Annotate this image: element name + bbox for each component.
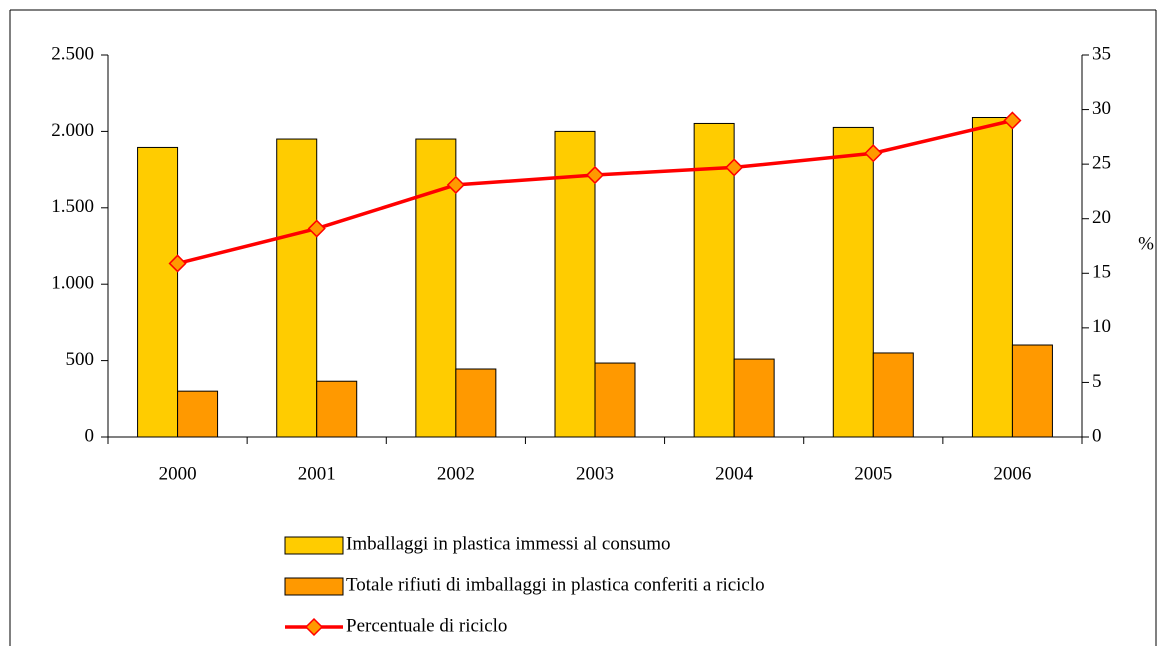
- line-marker: [864, 144, 883, 163]
- bar: [276, 138, 318, 438]
- bar: [872, 352, 914, 438]
- x-tick-label: 2001: [298, 463, 336, 484]
- x-tick-label: 2002: [437, 463, 475, 484]
- bar: [832, 126, 874, 438]
- y2-axis-label: %: [1138, 233, 1154, 254]
- y-tick-label: 1.000: [51, 273, 94, 294]
- bar: [316, 380, 358, 438]
- line-marker: [585, 165, 605, 185]
- legend-label: Totale rifiuti di imballaggi in plastica…: [346, 574, 765, 595]
- y2-tick-label: 10: [1092, 316, 1111, 337]
- y2-tick-label: 25: [1092, 153, 1111, 174]
- y2-tick-label: 5: [1092, 371, 1102, 392]
- y2-tick-label: 30: [1092, 98, 1111, 119]
- line-marker: [307, 219, 326, 238]
- y2-tick-label: 15: [1092, 262, 1111, 283]
- y2-tick-label: 35: [1092, 43, 1111, 64]
- y-tick-label: 1.500: [51, 196, 94, 217]
- bar: [554, 130, 596, 438]
- bar: [455, 368, 497, 438]
- bar: [137, 146, 179, 438]
- legend-marker: [304, 617, 324, 637]
- y-tick-label: 2.000: [51, 120, 94, 141]
- bar: [594, 362, 636, 438]
- bar: [733, 358, 775, 438]
- legend-swatch: [284, 536, 344, 555]
- line-marker: [446, 175, 465, 194]
- bar: [971, 116, 1013, 438]
- y-tick-label: 0: [85, 425, 95, 446]
- x-tick-label: 2005: [854, 463, 892, 484]
- bar: [177, 390, 219, 438]
- y2-tick-label: 0: [1092, 425, 1102, 446]
- x-tick-label: 2003: [576, 463, 614, 484]
- line-marker: [1003, 111, 1022, 130]
- line-marker: [168, 254, 187, 273]
- line-marker: [725, 158, 744, 177]
- bar: [1011, 344, 1053, 438]
- x-tick-label: 2000: [159, 463, 197, 484]
- x-tick-label: 2006: [993, 463, 1031, 484]
- legend-label: Imballaggi in plastica immessi al consum…: [346, 533, 671, 554]
- legend-label: Percentuale di riciclo: [346, 615, 507, 636]
- legend-swatch: [284, 577, 344, 596]
- y-tick-label: 2.500: [51, 43, 94, 64]
- y-tick-label: 500: [66, 349, 95, 370]
- bar: [693, 122, 735, 438]
- x-tick-label: 2004: [715, 463, 754, 484]
- y2-tick-label: 20: [1092, 207, 1111, 228]
